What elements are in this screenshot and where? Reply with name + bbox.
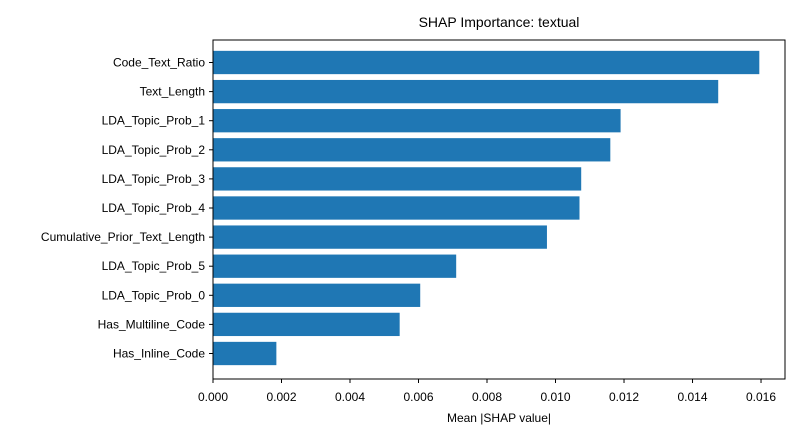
y-tick-label: LDA_Topic_Prob_2 bbox=[102, 143, 206, 157]
bar-lda-topic-prob-5 bbox=[213, 254, 457, 278]
x-tick-label: 0.016 bbox=[746, 390, 776, 404]
y-tick-label: Has_Multiline_Code bbox=[98, 317, 206, 331]
bar-code-text-ratio bbox=[213, 50, 760, 75]
bar-lda-topic-prob-2 bbox=[213, 138, 611, 162]
bar-has-multiline-code bbox=[213, 312, 400, 337]
x-axis-label: Mean |SHAP value| bbox=[447, 411, 551, 425]
bar-lda-topic-prob-1 bbox=[213, 109, 621, 133]
x-tick-label: 0.004 bbox=[335, 390, 365, 404]
y-tick-label: LDA_Topic_Prob_1 bbox=[102, 114, 206, 128]
x-tick-label: 0.014 bbox=[678, 390, 708, 404]
y-tick-label: Code_Text_Ratio bbox=[113, 56, 205, 70]
y-axis-ticks: Code_Text_Ratio Text_Length LDA_Topic_Prob… bbox=[41, 56, 213, 361]
y-tick-label: LDA_Topic_Prob_0 bbox=[102, 288, 206, 302]
bar-cumulative-prior-text-length bbox=[213, 225, 547, 249]
x-tick-label: 0.000 bbox=[198, 390, 228, 404]
x-tick-label: 0.008 bbox=[472, 390, 502, 404]
y-tick-label: Text_Length bbox=[140, 85, 205, 99]
bar-lda-topic-prob-3 bbox=[213, 167, 582, 191]
x-axis-ticks: 0.000 0.002 0.004 0.006 0.008 0.010 0.012 0.014… bbox=[198, 379, 776, 404]
x-tick-label: 0.012 bbox=[609, 390, 639, 404]
bar-text-length bbox=[213, 79, 719, 104]
y-tick-label: LDA_Topic_Prob_3 bbox=[102, 172, 206, 186]
y-tick-label: LDA_Topic_Prob_5 bbox=[102, 259, 206, 273]
y-tick-label: LDA_Topic_Prob_4 bbox=[102, 201, 206, 215]
y-tick-label: Has_Inline_Code bbox=[113, 347, 205, 361]
bars-group bbox=[213, 50, 760, 366]
bar-has-inline-code bbox=[213, 341, 277, 366]
chart-title: SHAP Importance: textual bbox=[419, 14, 580, 30]
x-tick-label: 0.010 bbox=[540, 390, 570, 404]
y-tick-label: Cumulative_Prior_Text_Length bbox=[41, 230, 205, 244]
x-tick-label: 0.002 bbox=[266, 390, 296, 404]
bar-lda-topic-prob-4 bbox=[213, 196, 580, 220]
plot-frame bbox=[212, 39, 786, 380]
bar-lda-topic-prob-0 bbox=[213, 283, 421, 307]
x-tick-label: 0.006 bbox=[403, 390, 433, 404]
